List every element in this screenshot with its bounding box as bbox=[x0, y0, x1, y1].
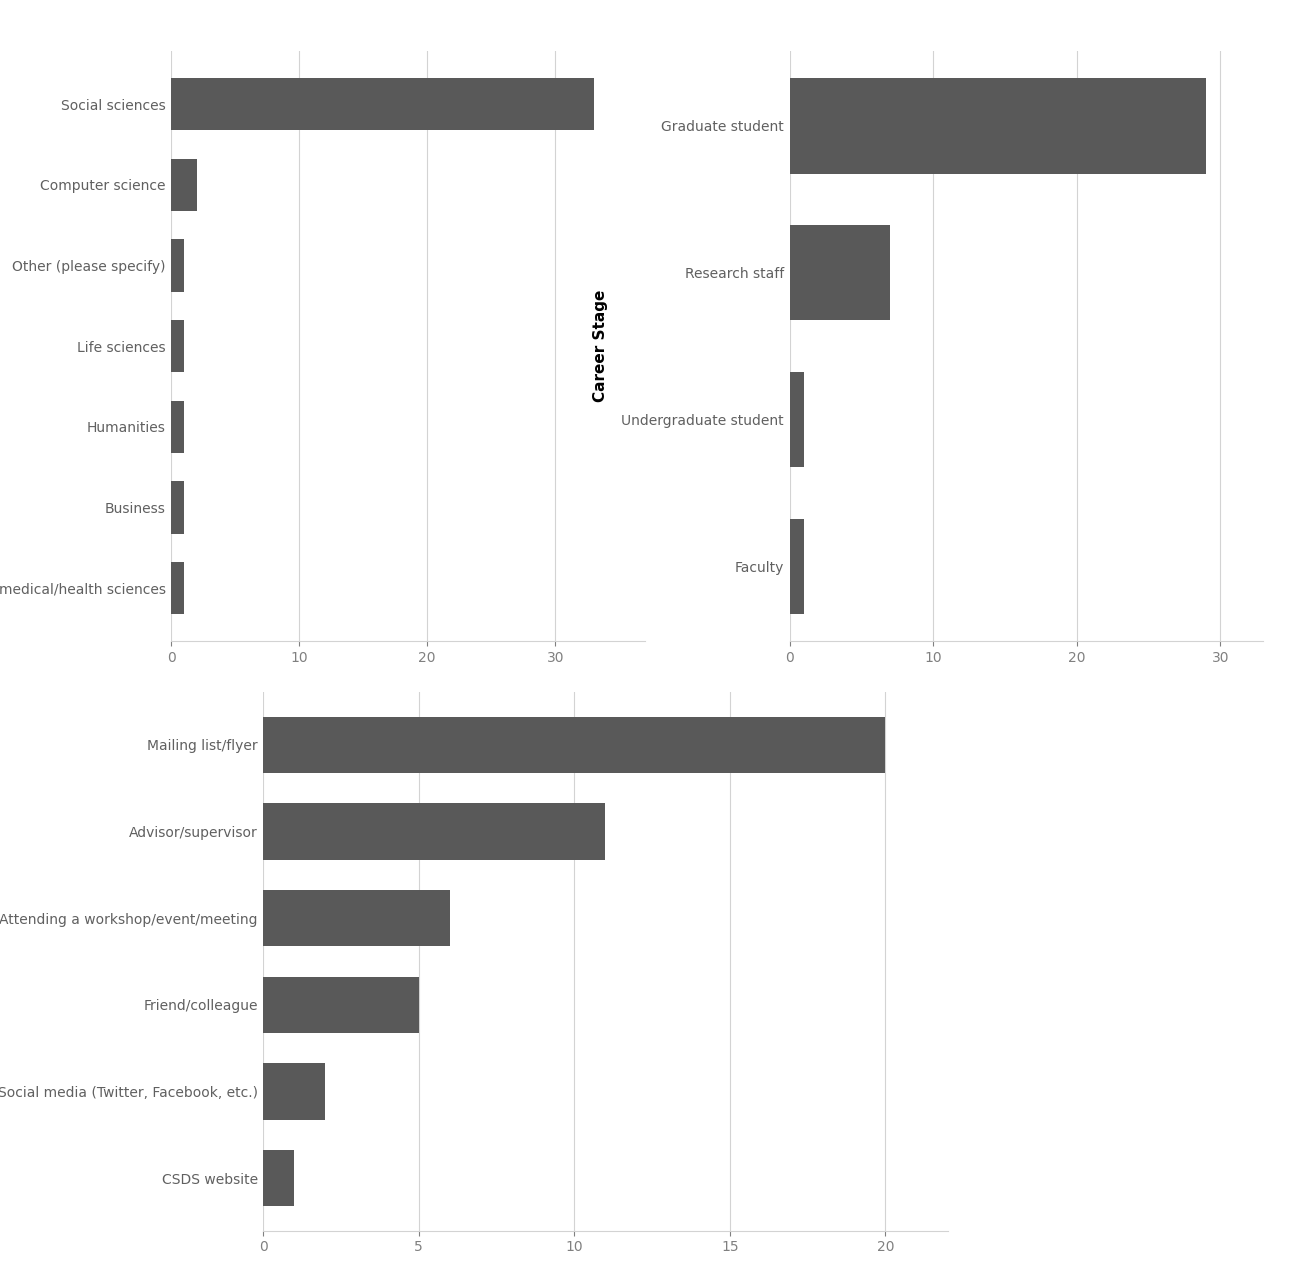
Bar bbox=[171, 481, 184, 533]
Bar bbox=[171, 159, 196, 212]
Bar bbox=[263, 804, 605, 860]
Bar bbox=[790, 78, 1205, 173]
Bar bbox=[790, 224, 890, 320]
Bar bbox=[790, 372, 804, 468]
Bar bbox=[263, 977, 418, 1033]
Bar bbox=[263, 1063, 325, 1119]
Y-axis label: Career Stage: Career Stage bbox=[592, 290, 608, 403]
Bar bbox=[171, 320, 184, 372]
Bar bbox=[171, 400, 184, 453]
Bar bbox=[171, 562, 184, 614]
Bar bbox=[171, 240, 184, 292]
Bar bbox=[263, 1150, 295, 1206]
Bar bbox=[171, 78, 594, 131]
Bar bbox=[263, 717, 886, 773]
Bar bbox=[790, 519, 804, 614]
Bar bbox=[263, 890, 450, 946]
